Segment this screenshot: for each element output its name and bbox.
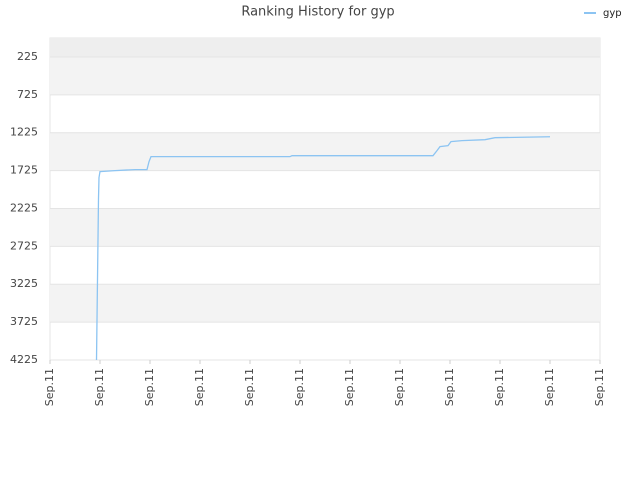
- x-tick-label: Sep.11: [193, 368, 206, 406]
- x-tick-label: Sep.11: [393, 368, 406, 406]
- x-tick-label: Sep.11: [43, 368, 56, 406]
- y-tick-label: 725: [17, 88, 38, 101]
- plot-band: [50, 56, 600, 95]
- y-tick-label: 1225: [10, 126, 38, 139]
- y-tick-label: 2225: [10, 201, 38, 214]
- x-tick-label: Sep.11: [243, 368, 256, 406]
- legend-label: gyp: [603, 8, 622, 19]
- x-tick-label: Sep.11: [93, 368, 106, 406]
- plot-band: [50, 38, 600, 57]
- x-tick-label: Sep.11: [493, 368, 506, 406]
- y-tick-label: 225: [17, 50, 38, 63]
- data-line: [95, 136, 551, 361]
- y-tick-label: 3225: [10, 277, 38, 290]
- y-tick-label: 3725: [10, 315, 38, 328]
- x-tick-label: Sep.11: [343, 368, 356, 406]
- x-tick-label: Sep.11: [593, 368, 606, 406]
- x-tick-label: Sep.11: [293, 368, 306, 406]
- y-tick-label: 2725: [10, 239, 38, 252]
- plot-band: [50, 284, 600, 323]
- plot-band: [50, 132, 600, 171]
- x-tick-label: Sep.11: [443, 368, 456, 406]
- y-tick-label: 4225: [10, 353, 38, 366]
- y-tick-label: 1725: [10, 164, 38, 177]
- x-tick-label: Sep.11: [543, 368, 556, 406]
- plot-band: [50, 208, 600, 247]
- chart-title: Ranking History for gyp: [241, 5, 394, 20]
- x-tick-label: Sep.11: [143, 368, 156, 406]
